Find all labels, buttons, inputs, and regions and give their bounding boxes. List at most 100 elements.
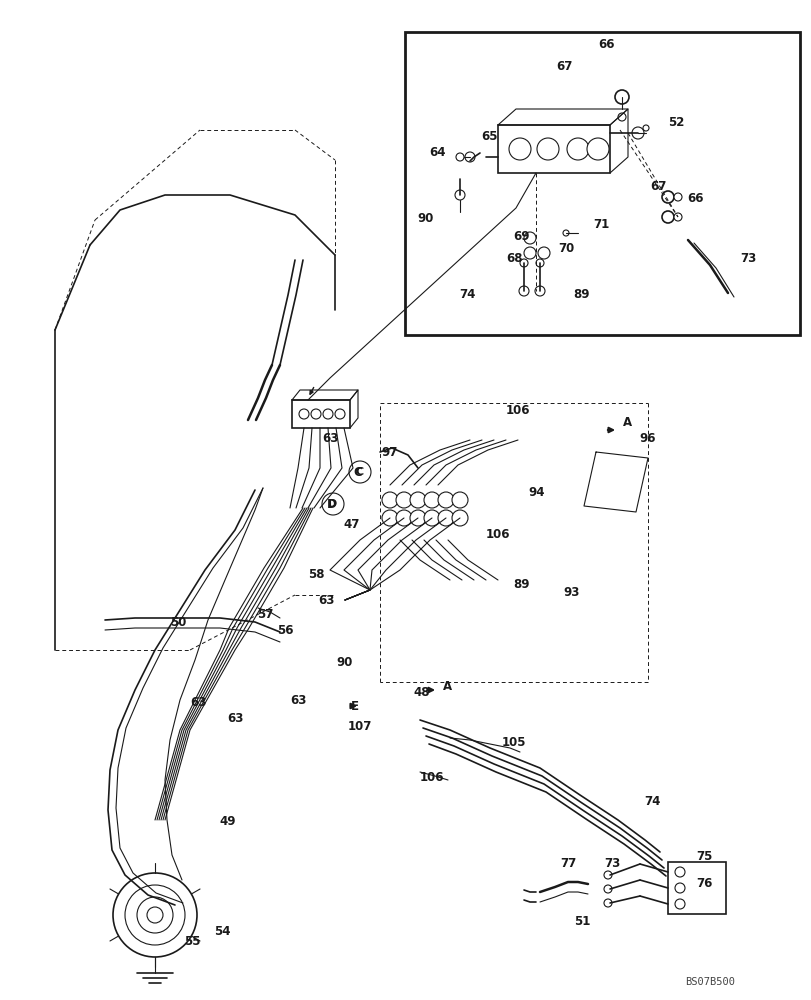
Text: 63: 63 [226,712,242,724]
Text: 64: 64 [429,146,446,159]
Circle shape [673,193,681,201]
Circle shape [642,125,648,131]
Circle shape [534,286,544,296]
Text: 74: 74 [643,795,659,808]
Circle shape [456,153,463,161]
Text: 67: 67 [555,60,572,73]
Circle shape [617,113,625,121]
Text: 47: 47 [343,518,360,532]
Circle shape [452,492,467,508]
Text: E: E [350,700,358,712]
Text: 76: 76 [695,877,711,890]
Text: 77: 77 [560,857,576,870]
Text: 70: 70 [557,241,573,254]
Text: 51: 51 [573,915,590,928]
Text: 90: 90 [337,656,353,668]
Text: D: D [327,497,337,510]
Circle shape [423,510,440,526]
Circle shape [137,897,173,933]
Text: 73: 73 [739,251,755,264]
Text: 74: 74 [458,288,474,300]
Text: 55: 55 [183,935,200,948]
Circle shape [437,492,453,508]
Text: 106: 106 [485,528,509,542]
Text: 58: 58 [307,568,324,582]
Circle shape [349,461,371,483]
Text: 57: 57 [256,607,272,620]
Circle shape [323,409,333,419]
Circle shape [381,510,397,526]
Text: C: C [353,466,362,479]
Circle shape [603,871,611,879]
Text: 56: 56 [277,624,293,637]
Circle shape [410,510,426,526]
Text: 67: 67 [649,180,665,193]
Circle shape [437,510,453,526]
Circle shape [147,907,163,923]
Circle shape [454,190,465,200]
Text: 105: 105 [501,736,526,748]
Circle shape [410,492,426,508]
Text: 89: 89 [573,288,590,300]
Text: 63: 63 [290,694,306,706]
Circle shape [674,883,684,893]
Circle shape [674,867,684,877]
Text: 63: 63 [321,432,337,444]
Circle shape [465,152,474,162]
Circle shape [322,493,344,515]
Circle shape [113,873,197,957]
Circle shape [423,492,440,508]
Circle shape [298,409,309,419]
Circle shape [523,247,535,259]
Text: 73: 73 [603,857,620,870]
Circle shape [661,191,673,203]
Circle shape [536,138,558,160]
Text: 54: 54 [213,925,230,938]
Circle shape [519,259,527,267]
Text: 89: 89 [513,578,530,591]
Circle shape [562,230,569,236]
Text: 49: 49 [220,815,236,828]
Bar [405,32,799,335]
Bar [292,400,350,428]
Text: 68: 68 [506,251,522,264]
Bar [497,125,609,173]
Circle shape [452,510,467,526]
Text: 107: 107 [347,720,371,732]
Circle shape [508,138,530,160]
Text: 63: 63 [190,696,206,708]
Text: 50: 50 [169,615,186,629]
Circle shape [603,899,611,907]
Text: 48: 48 [414,686,430,698]
Text: D: D [328,499,337,509]
Text: 66: 66 [598,38,615,51]
Text: 63: 63 [317,593,334,606]
Circle shape [523,232,535,244]
Circle shape [396,492,411,508]
Circle shape [381,492,397,508]
Text: 106: 106 [505,403,530,416]
Circle shape [603,885,611,893]
Text: 90: 90 [418,212,434,225]
Text: A: A [623,416,632,428]
Circle shape [661,211,673,223]
Circle shape [125,885,185,945]
Text: 71: 71 [592,218,608,231]
Text: 75: 75 [695,850,711,863]
Text: 106: 106 [419,771,444,784]
Circle shape [535,259,543,267]
Text: 69: 69 [513,230,530,242]
Text: 97: 97 [381,446,397,458]
Circle shape [614,90,629,104]
Circle shape [518,286,528,296]
Circle shape [311,409,320,419]
Text: A: A [443,680,452,692]
Circle shape [396,510,411,526]
Bar [667,862,725,914]
Circle shape [586,138,608,160]
Circle shape [538,247,549,259]
Circle shape [674,899,684,909]
Circle shape [673,213,681,221]
Text: BS07B500: BS07B500 [684,977,734,987]
Text: 52: 52 [667,116,684,129]
